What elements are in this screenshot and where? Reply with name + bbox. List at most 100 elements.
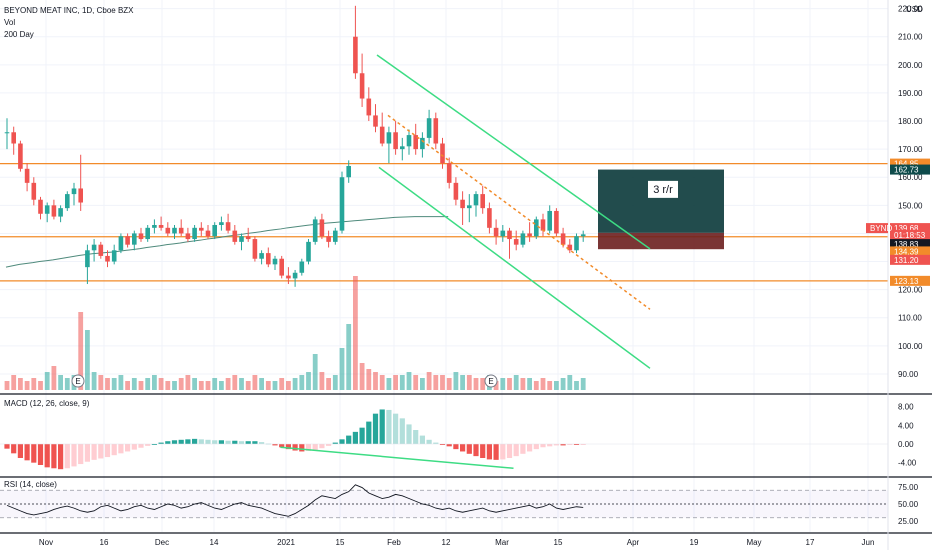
volume-bar (111, 378, 117, 390)
volume-bar (547, 381, 553, 390)
macd-histogram-bar (151, 444, 157, 445)
volume-bar (185, 375, 191, 390)
macd-histogram-bar (393, 413, 399, 444)
volume-bar (406, 372, 412, 390)
candle-body (98, 244, 104, 256)
price-tag-label: 134.39 (894, 247, 919, 256)
macd-label: MACD (12, 26, close, 9) (4, 399, 90, 408)
volume-bar (507, 378, 512, 390)
position-label: 3 r/r (653, 184, 673, 196)
trend-channel-drawings[interactable] (376, 54, 651, 369)
earnings-marker[interactable] (71, 374, 85, 388)
volume-bar (158, 378, 164, 390)
channel-upper-line[interactable] (376, 54, 651, 250)
grid (0, 0, 888, 532)
candle-body (319, 219, 325, 237)
earnings-marker[interactable] (484, 374, 498, 388)
candle-body (554, 210, 559, 234)
macd-histogram-bar (4, 444, 10, 449)
candle-body (85, 250, 90, 268)
earnings-marker-letter: E (75, 377, 80, 386)
macd-histogram-bar (259, 442, 265, 444)
price-tag-label: 123.13 (894, 277, 919, 286)
macd-pane: 8.00 4.00 0.00 -4.00 (0, 403, 917, 470)
time-axis-label: 16 (100, 538, 109, 547)
candle-body (580, 234, 586, 237)
volume-bar (64, 378, 70, 390)
volume-bar (259, 378, 264, 390)
macd-histogram-bar (560, 444, 566, 446)
volume-bar (433, 375, 439, 390)
price-tag (890, 229, 930, 240)
volume-bar (379, 375, 385, 390)
price-tag-label: 162.73 (894, 166, 919, 175)
macd-histogram-bar (319, 444, 325, 449)
volume-bar (31, 378, 37, 390)
stop-zone[interactable] (598, 232, 724, 250)
candle-body (118, 236, 124, 251)
macd-axis-tick: 4.00 (898, 421, 914, 430)
volume-bar (580, 378, 586, 390)
candle-body (513, 239, 519, 245)
macd-histogram-bar (158, 442, 164, 444)
price-axis[interactable]: 220.00 210.00 200.00 190.00 180.00 170.00 160.… (866, 5, 930, 379)
volume-bar (279, 378, 285, 390)
macd-histogram-bar (379, 409, 385, 444)
candle-body (386, 132, 392, 144)
price-axis-tick: 190.00 (898, 89, 923, 98)
candle-body (65, 194, 70, 209)
channel-median-line[interactable] (387, 114, 651, 310)
volume-bar (178, 378, 184, 390)
candle-body (286, 275, 291, 279)
volume-bar (480, 378, 486, 390)
time-axis-label: 15 (554, 538, 563, 547)
price-axis-tick: 210.00 (898, 33, 923, 42)
volume-bar (118, 375, 124, 390)
long-position-tool[interactable]: 3 r/r (598, 169, 724, 250)
price-tag (890, 254, 930, 265)
macd-histogram-bar (486, 444, 492, 460)
volume-bar (393, 375, 398, 390)
candle-body (38, 199, 43, 214)
macd-histogram-bar (292, 444, 298, 451)
volume-bar (326, 378, 331, 390)
candle-body (199, 227, 204, 231)
ticker-tag (866, 223, 888, 234)
macd-histogram-bar (419, 435, 425, 444)
volume-bar (105, 378, 110, 390)
candle-body (105, 255, 110, 262)
time-axis[interactable]: Nov 16 Dec 14 2021 15 Feb 12 Mar 15 Apr 19 May 17 Jun (39, 538, 875, 547)
price-tag (890, 158, 930, 169)
volume-bar (24, 381, 30, 390)
candle-body (467, 205, 472, 209)
candle-body (165, 227, 171, 234)
macd-histogram-bar (567, 444, 573, 445)
time-axis-label: 2021 (277, 538, 295, 547)
price-tag-label: 131.20 (894, 256, 919, 265)
candle-body (359, 73, 365, 99)
candle-body (172, 227, 177, 234)
volume-bar (192, 378, 197, 390)
time-axis-label: Mar (495, 538, 509, 547)
rsi-axis-tick: 25.00 (898, 517, 919, 526)
volume-bar (460, 375, 465, 390)
target-zone[interactable] (598, 169, 724, 233)
price-tag (890, 275, 930, 286)
candle-body (440, 143, 445, 164)
candle-body (487, 208, 492, 228)
macd-histogram-bar (346, 435, 352, 444)
macd-histogram-bar (547, 444, 553, 447)
macd-histogram-bar (205, 439, 211, 444)
macd-histogram-bar (24, 444, 30, 461)
time-axis-label: Dec (155, 538, 169, 547)
rsi-label: RSI (14, close) (4, 480, 57, 489)
volume-bar (359, 363, 365, 390)
volume-bar (232, 375, 238, 390)
candle-body (279, 258, 284, 276)
candle-body (333, 230, 338, 242)
channel-lower-line[interactable] (378, 166, 651, 369)
candle-body (400, 146, 405, 150)
